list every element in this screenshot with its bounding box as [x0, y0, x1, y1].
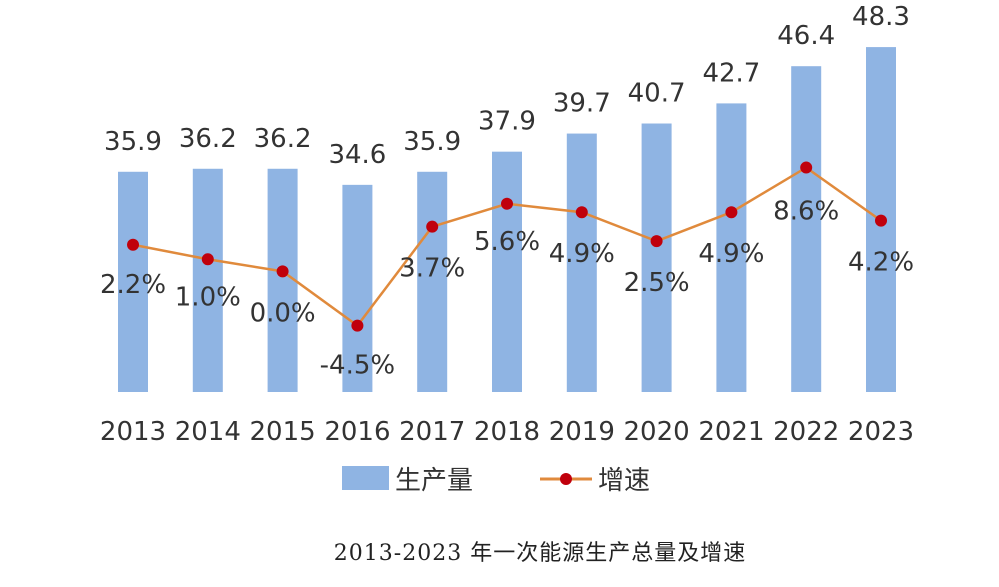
x-tick-label: 2021	[698, 417, 764, 447]
growth-rate-label: 4.2%	[848, 248, 914, 278]
chart-caption: 2013-2023 年一次能源生产总量及增速	[334, 541, 746, 566]
bar-2020	[641, 123, 672, 393]
legend: 生产量 增速	[342, 466, 650, 496]
x-tick-label: 2018	[474, 417, 540, 447]
bar-2018	[492, 151, 522, 392]
bar-value-label: 35.9	[403, 127, 461, 157]
legend-label-production: 生产量	[395, 466, 473, 496]
x-axis-tick-labels: 2013 2014 2015 2016 2017 2018 2019 2020 2021 2022…	[100, 417, 914, 447]
growth-rate-label: 2.2%	[100, 270, 166, 300]
bars-layer	[118, 47, 896, 393]
legend-label-growth: 增速	[598, 466, 650, 496]
bar-value-label: 39.7	[553, 89, 611, 119]
growth-point-2018	[501, 197, 513, 210]
bar-value-label: 36.2	[254, 124, 312, 154]
growth-rate-label: -4.5%	[320, 351, 395, 381]
growth-point-2020	[650, 235, 663, 248]
x-tick-label: 2017	[399, 417, 465, 447]
growth-rate-label: 8.6%	[773, 197, 839, 227]
bar-2016	[342, 184, 373, 392]
bar-value-label: 34.6	[328, 140, 386, 170]
growth-point-2017	[426, 220, 439, 233]
bar-value-labels: 35.9 36.2 36.2 34.6 35.9 37.9 39.7 40.7 42.7 46.4…	[104, 2, 910, 170]
bar-2019	[566, 133, 597, 393]
growth-point-2013	[127, 238, 139, 251]
growth-point-2022	[800, 161, 813, 174]
growth-point-2019	[575, 206, 588, 219]
growth-rate-label: 2.5%	[624, 268, 690, 298]
bar-2013	[118, 171, 148, 392]
growth-point-2023	[875, 214, 887, 227]
growth-rate-label: 5.6%	[474, 227, 540, 257]
bar-value-label: 48.3	[852, 2, 910, 32]
x-tick-label: 2023	[848, 417, 914, 447]
bar-2017	[417, 171, 448, 392]
x-tick-label: 2014	[175, 417, 241, 447]
legend-swatch-production	[342, 466, 389, 490]
growth-rate-labels: 2.2% 1.0% 0.0%-4.5% 3.7% 5.6% 4.9% 2.5% 4.9% 8.6…	[100, 197, 914, 381]
bar-2021	[716, 103, 747, 393]
growth-rate-label: 1.0%	[175, 282, 241, 312]
bar-value-label: 42.7	[702, 58, 760, 88]
bar-2015	[267, 168, 298, 392]
x-tick-label: 2016	[324, 417, 390, 447]
growth-point-2016	[351, 319, 364, 332]
bar-value-label: 46.4	[777, 21, 835, 51]
bar-2014	[192, 168, 223, 392]
growth-rate-label: 0.0%	[250, 298, 316, 328]
growth-rate-label: 4.9%	[549, 239, 615, 269]
growth-rate-label: 3.7%	[399, 254, 465, 284]
growth-point-2015	[276, 265, 289, 278]
bar-2022	[791, 66, 822, 392]
x-tick-label: 2019	[549, 417, 615, 447]
x-tick-label: 2013	[100, 417, 166, 447]
legend-marker-growth	[560, 473, 572, 485]
growth-point-2021	[725, 206, 738, 219]
x-tick-label: 2020	[624, 417, 690, 447]
growth-point-2014	[201, 253, 214, 266]
growth-rate-label: 4.9%	[698, 239, 764, 269]
bar-value-label: 37.9	[478, 107, 536, 137]
bar-value-label: 40.7	[628, 79, 686, 109]
x-tick-label: 2015	[250, 417, 316, 447]
bar-value-label: 36.2	[179, 124, 237, 154]
x-tick-label: 2022	[773, 417, 839, 447]
bar-value-label: 35.9	[104, 127, 162, 157]
growth-line-layer	[127, 161, 887, 332]
